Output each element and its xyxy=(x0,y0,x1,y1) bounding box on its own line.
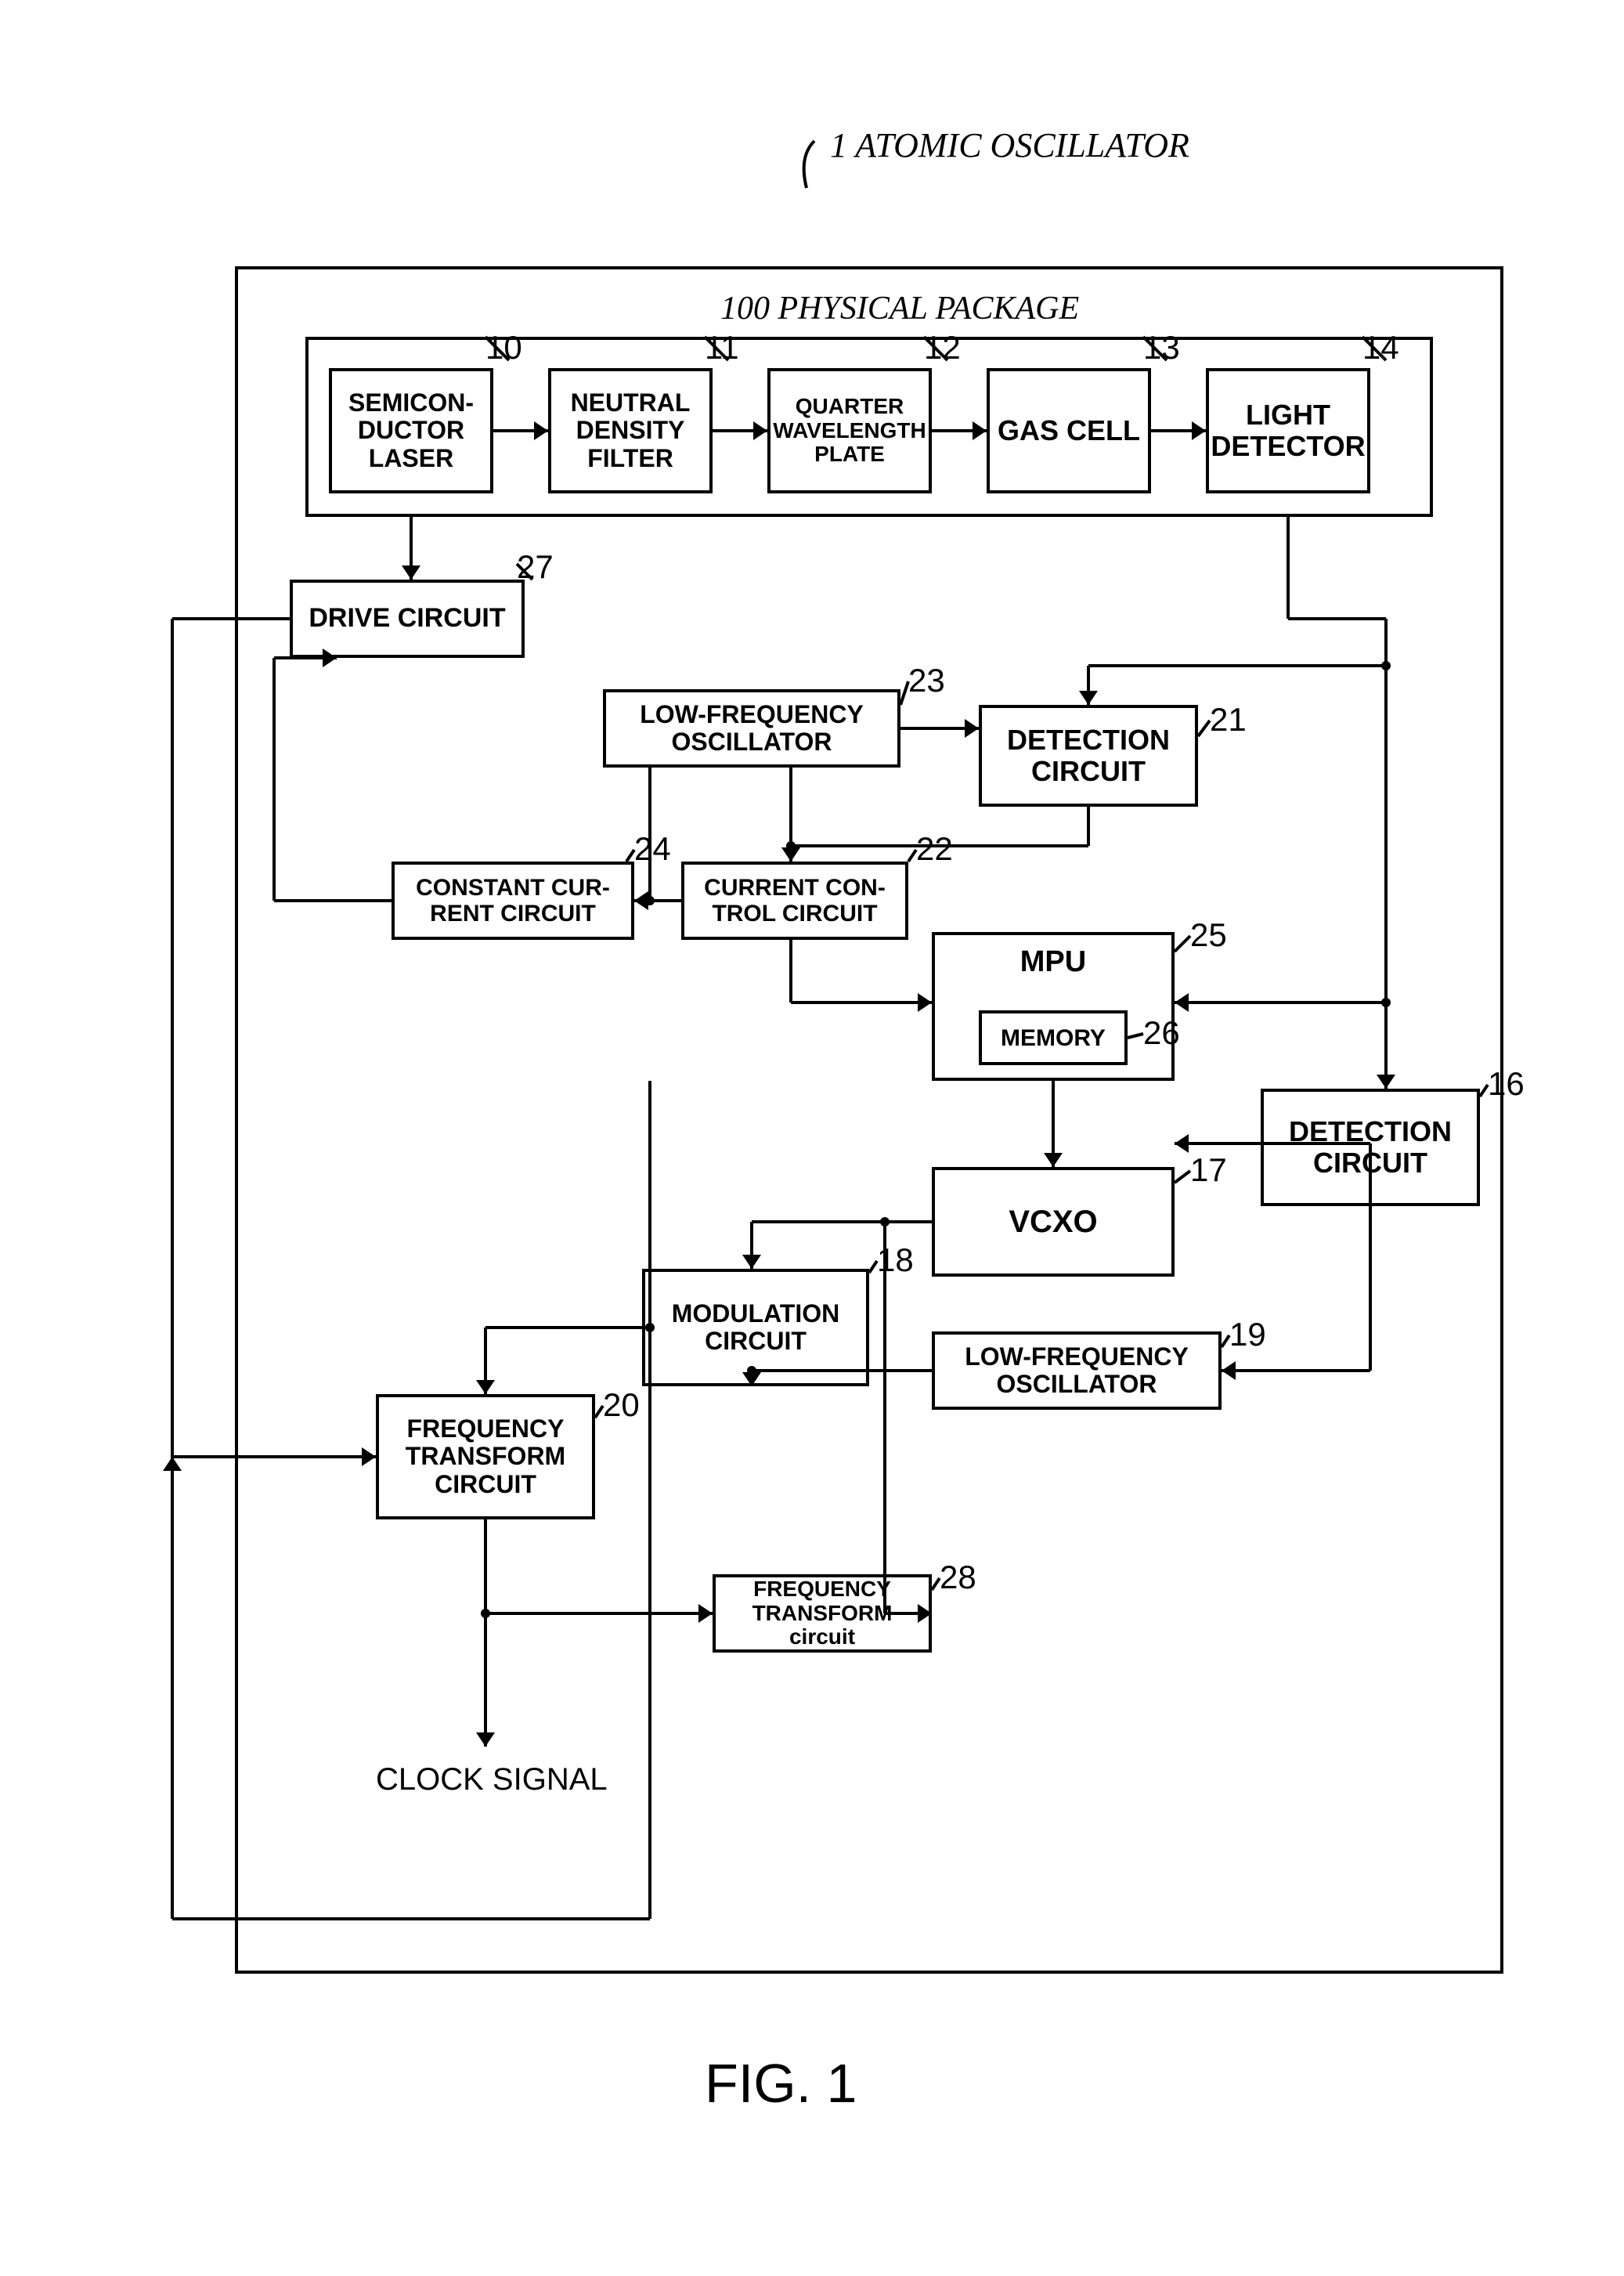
semiconductor-laser: SEMICON-DUCTORLASER xyxy=(329,368,493,493)
ref-14: 14 xyxy=(1362,329,1399,367)
ref-18: 18 xyxy=(877,1241,914,1279)
detection-circuit-21: DETECTIONCIRCUIT xyxy=(979,705,1198,807)
b18-label: MODULATIONCIRCUIT xyxy=(672,1300,839,1355)
ref-28: 28 xyxy=(940,1559,976,1596)
drive-circuit: DRIVE CIRCUIT xyxy=(290,580,525,658)
b16-label: DETECTIONCIRCUIT xyxy=(1289,1116,1452,1178)
b13-label: GAS CELL xyxy=(998,415,1140,446)
b14-label: LIGHTDETECTOR xyxy=(1211,399,1365,461)
b17-label: VCXO xyxy=(1009,1205,1097,1239)
constant-current-circuit: CONSTANT CUR-RENT CIRCUIT xyxy=(392,862,634,940)
light-detector: LIGHTDETECTOR xyxy=(1206,368,1370,493)
ref-16: 16 xyxy=(1488,1065,1525,1103)
b28-label: FREQUENCYTRANSFORM circuit xyxy=(719,1577,926,1649)
ref-22: 22 xyxy=(916,830,953,868)
ref-25: 25 xyxy=(1190,916,1227,954)
ref-24: 24 xyxy=(634,830,671,868)
frequency-transform-20: FREQUENCYTRANSFORMCIRCUIT xyxy=(376,1394,595,1519)
ref-26: 26 xyxy=(1143,1014,1180,1052)
b12-label: QUARTERWAVELENGTHPLATE xyxy=(773,395,926,467)
clock-signal-label: CLOCK SIGNAL xyxy=(376,1762,608,1797)
vcxo: VCXO xyxy=(932,1167,1175,1277)
memory: MEMORY xyxy=(979,1010,1128,1065)
neutral-density-filter: NEUTRALDENSITYFILTER xyxy=(548,368,713,493)
low-freq-oscillator-19: LOW-FREQUENCYOSCILLATOR xyxy=(932,1331,1222,1410)
ref-11: 11 xyxy=(705,329,739,367)
ref-12: 12 xyxy=(924,329,961,367)
b11-label: NEUTRALDENSITYFILTER xyxy=(571,389,691,472)
frequency-transform-28: FREQUENCYTRANSFORM circuit xyxy=(713,1574,932,1653)
figure-caption: FIG. 1 xyxy=(705,2052,857,2115)
b25-label: MPU xyxy=(1020,946,1086,979)
ref-23: 23 xyxy=(908,662,945,699)
b22-label: CURRENT CON-TROL CIRCUIT xyxy=(704,875,886,927)
current-control-circuit: CURRENT CON-TROL CIRCUIT xyxy=(681,862,908,940)
b24-label: CONSTANT CUR-RENT CIRCUIT xyxy=(416,875,610,927)
b20-label: FREQUENCYTRANSFORMCIRCUIT xyxy=(406,1415,565,1498)
gas-cell: GAS CELL xyxy=(987,368,1151,493)
title-leader xyxy=(783,133,830,196)
modulation-circuit: MODULATIONCIRCUIT xyxy=(642,1269,869,1386)
ref-17: 17 xyxy=(1190,1151,1227,1189)
title: 1 ATOMIC OSCILLATOR xyxy=(830,125,1189,165)
b23-label: LOW-FREQUENCYOSCILLATOR xyxy=(640,701,864,756)
ref-20: 20 xyxy=(603,1386,640,1424)
b19-label: LOW-FREQUENCYOSCILLATOR xyxy=(965,1343,1189,1398)
b27-label: DRIVE CIRCUIT xyxy=(309,604,505,633)
detection-circuit-16: DETECTIONCIRCUIT xyxy=(1261,1089,1480,1206)
b21-label: DETECTIONCIRCUIT xyxy=(1007,724,1170,786)
low-freq-oscillator-23: LOW-FREQUENCYOSCILLATOR xyxy=(603,689,900,768)
b26-label: MEMORY xyxy=(1001,1025,1106,1051)
ref-27: 27 xyxy=(517,548,554,586)
quarter-wavelength-plate: QUARTERWAVELENGTHPLATE xyxy=(767,368,932,493)
b10-label: SEMICON-DUCTORLASER xyxy=(348,389,474,472)
ref-13: 13 xyxy=(1143,329,1180,367)
ref-19: 19 xyxy=(1229,1316,1266,1353)
ref-21: 21 xyxy=(1210,701,1247,739)
ref-10: 10 xyxy=(485,329,522,367)
